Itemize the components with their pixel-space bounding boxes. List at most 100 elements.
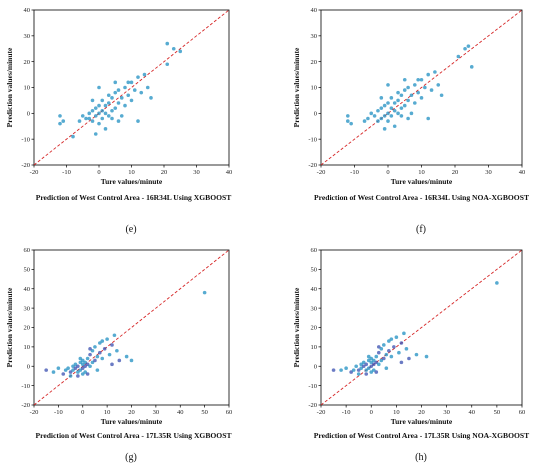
data-point: [424, 354, 429, 359]
y-tick-label: 30: [311, 33, 318, 40]
data-point: [87, 111, 92, 116]
data-point: [105, 337, 109, 341]
data-point: [90, 119, 95, 123]
data-point: [374, 360, 379, 365]
data-point: [364, 372, 369, 376]
data-point: [426, 72, 431, 77]
data-point: [202, 290, 207, 295]
y-tick-label: 40: [24, 286, 31, 293]
data-point: [93, 114, 98, 118]
data-point: [402, 77, 407, 82]
data-point: [110, 108, 114, 113]
data-point: [80, 366, 85, 370]
data-point: [371, 358, 376, 363]
data-point: [387, 339, 391, 343]
x-tick-label: 0: [81, 409, 84, 416]
data-point: [389, 337, 394, 341]
data-point: [116, 119, 121, 123]
y-tick-label: 20: [311, 325, 318, 332]
panel-letter: (h): [415, 452, 427, 463]
data-point: [63, 368, 68, 372]
y-tick-label: 60: [24, 247, 31, 254]
data-point: [379, 96, 384, 100]
data-point: [110, 96, 114, 100]
y-tick-label: 0: [27, 363, 30, 370]
data-point: [399, 114, 404, 118]
data-point: [354, 364, 358, 369]
y-tick-label: 50: [24, 267, 31, 274]
data-point: [126, 93, 131, 98]
data-point: [399, 341, 404, 345]
data-point: [382, 103, 387, 108]
data-point: [76, 374, 80, 378]
data-point: [436, 83, 441, 87]
data-point: [426, 116, 431, 121]
data-point: [129, 80, 134, 85]
data-point: [389, 96, 394, 100]
y-tick-label: -20: [308, 402, 317, 409]
data-point: [356, 372, 361, 376]
data-point: [404, 347, 409, 351]
y-tick-label: 10: [24, 85, 31, 92]
data-point: [102, 347, 107, 351]
panel-letter: (f): [416, 224, 426, 235]
scatter-panel-2: -20 -10 0 10 20 30 40 50 60 -20 -10 0 10 20 30 40 50 60 Tu…: [5, 247, 232, 463]
data-point: [103, 103, 108, 108]
data-point: [100, 116, 105, 121]
data-point: [129, 358, 134, 363]
data-point: [371, 368, 376, 372]
data-point: [369, 356, 374, 361]
data-point: [110, 362, 114, 367]
data-point: [389, 114, 394, 118]
data-point: [113, 80, 118, 85]
data-point: [406, 116, 410, 121]
data-point: [396, 90, 400, 95]
data-point: [116, 88, 121, 92]
data-point: [406, 85, 410, 90]
reference-line: [320, 249, 523, 406]
data-point: [356, 368, 361, 372]
data-point: [113, 90, 118, 95]
data-point: [392, 108, 397, 113]
panel-letter: (g): [125, 452, 137, 463]
x-tick-label: -20: [30, 169, 39, 176]
data-point: [117, 358, 122, 363]
data-point: [419, 77, 424, 82]
data-point: [359, 366, 364, 370]
data-point: [369, 364, 374, 369]
data-point: [372, 114, 377, 118]
data-point: [119, 114, 124, 118]
data-point: [379, 358, 384, 363]
x-tick-label: 40: [519, 169, 526, 176]
data-point: [85, 372, 90, 376]
x-tick-label: -20: [317, 409, 326, 416]
y-axis-label: Prediction values/minute: [5, 47, 14, 127]
data-point: [386, 111, 390, 116]
data-point: [88, 347, 92, 351]
y-tick-label: 10: [311, 344, 318, 351]
data-point: [56, 366, 61, 370]
data-point: [369, 370, 374, 374]
data-point: [376, 108, 380, 113]
data-point: [399, 93, 404, 98]
data-point: [171, 46, 176, 51]
data-point: [366, 116, 370, 121]
data-point: [469, 65, 474, 69]
data-point: [466, 44, 471, 48]
data-point: [93, 345, 97, 349]
y-tick-label: 40: [24, 7, 31, 14]
x-tick-label: 30: [153, 409, 160, 416]
data-point: [407, 356, 411, 361]
scatter-panel-1: -20 -10 0 10 20 30 40 -20 -10 0 10 20 30 40 Ture value…: [292, 7, 529, 235]
data-point: [423, 85, 427, 90]
data-point: [58, 114, 62, 118]
data-point: [178, 49, 183, 54]
data-point: [349, 121, 353, 126]
y-tick-label: -10: [308, 383, 317, 390]
y-tick-label: 0: [314, 111, 317, 118]
data-point: [71, 364, 75, 369]
data-point: [80, 372, 85, 376]
data-point: [126, 80, 131, 85]
data-point: [394, 335, 399, 339]
